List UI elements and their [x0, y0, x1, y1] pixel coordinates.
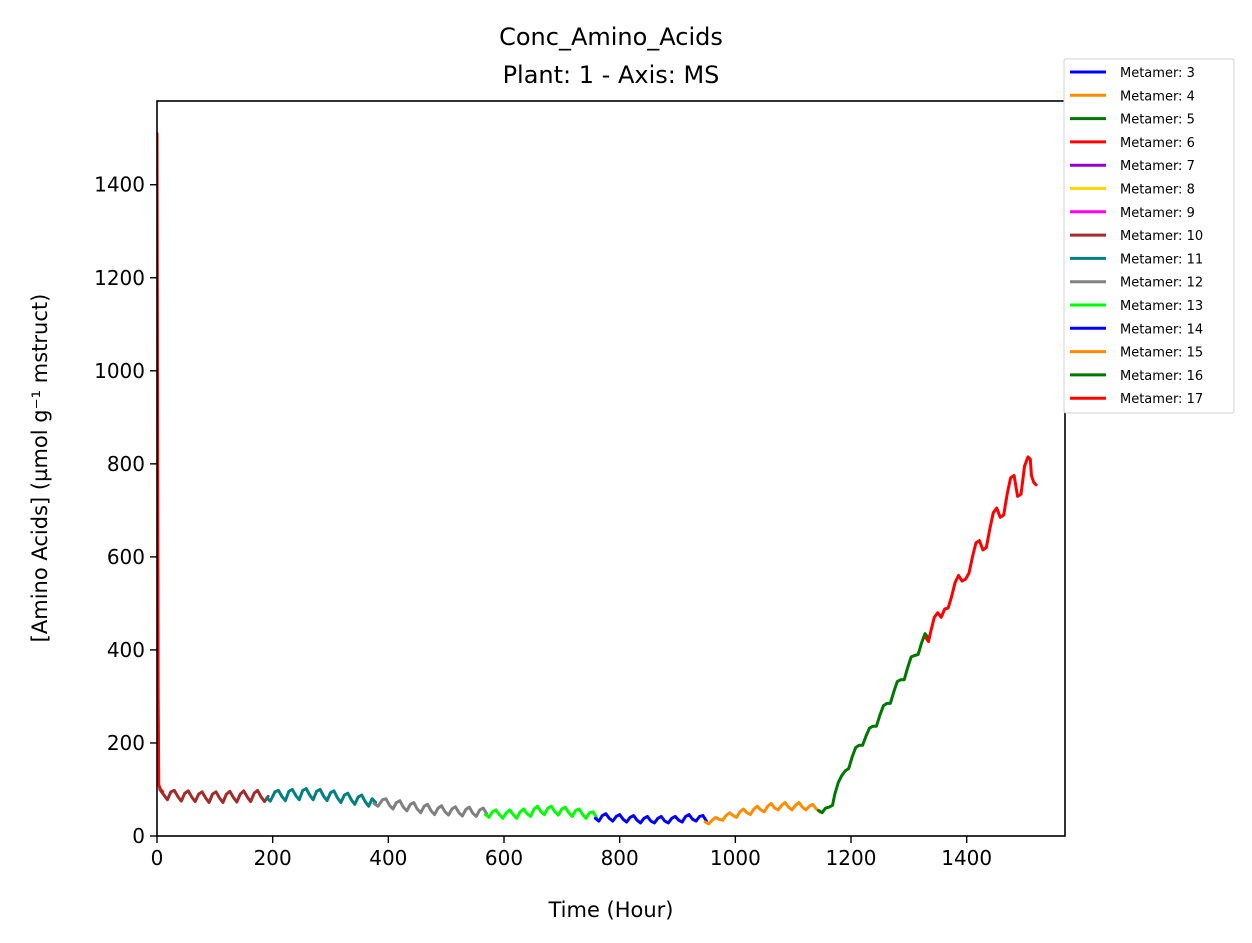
legend: Metamer: 3 Metamer: 4 Metamer: 5 Metamer: 6…	[1063, 58, 1235, 414]
legend-label: Metamer: 16	[1120, 369, 1203, 384]
series-line-metamer-10	[158, 787, 270, 805]
x-tick-label: 1200	[826, 846, 877, 870]
chart-subtitle: Plant: 1 - Axis: MS	[503, 61, 720, 89]
y-tick-label: 0	[132, 824, 145, 848]
x-tick-label: 400	[369, 846, 407, 870]
legend-frame	[1063, 58, 1235, 414]
x-tick-label: 200	[254, 846, 292, 870]
legend-label: Metamer: 8	[1120, 183, 1195, 198]
series-line-metamer-14	[593, 812, 708, 825]
legend-label: Metamer: 17	[1120, 392, 1203, 407]
legend-label: Metamer: 13	[1120, 299, 1203, 314]
series-line-metamer-12	[372, 797, 489, 818]
x-axis-label: Time (Hour)	[547, 898, 673, 922]
legend-label: Metamer: 7	[1120, 159, 1195, 174]
plot-frame	[156, 100, 1066, 837]
legend-label: Metamer: 6	[1120, 136, 1195, 151]
y-tick-label: 600	[107, 545, 145, 569]
y-axis: 0 200 400 600 800 1000 1200 1400	[94, 173, 157, 848]
series-line-metamer-6	[157, 132, 165, 794]
series-line-metamer-11	[265, 787, 378, 808]
legend-label: Metamer: 14	[1120, 322, 1203, 337]
x-tick-label: 1000	[710, 846, 761, 870]
legend-label: Metamer: 10	[1120, 229, 1203, 244]
legend-label: Metamer: 3	[1120, 66, 1195, 81]
series-line-metamer-16	[817, 632, 931, 815]
y-tick-label: 1000	[94, 359, 145, 383]
y-tick-label: 1400	[94, 173, 145, 197]
series-layer	[157, 132, 1038, 826]
x-axis: 0 200 400 600 800 1000 1200 1400	[151, 836, 992, 870]
x-tick-label: 0	[151, 846, 164, 870]
y-tick-label: 400	[107, 638, 145, 662]
legend-label: Metamer: 4	[1120, 89, 1195, 104]
legend-label: Metamer: 5	[1120, 113, 1195, 128]
series-line-metamer-13	[484, 804, 599, 820]
x-tick-label: 800	[601, 846, 639, 870]
x-tick-label: 1400	[941, 846, 992, 870]
y-tick-label: 200	[107, 731, 145, 755]
chart-title: Conc_Amino_Acids	[499, 23, 723, 51]
legend-label: Metamer: 11	[1120, 252, 1203, 267]
series-line-metamer-15	[703, 801, 822, 826]
legend-label: Metamer: 12	[1120, 276, 1203, 291]
y-tick-label: 800	[107, 452, 145, 476]
legend-label: Metamer: 9	[1120, 206, 1195, 221]
legend-label: Metamer: 15	[1120, 346, 1203, 361]
series-line-metamer-17	[924, 455, 1038, 644]
y-tick-label: 1200	[94, 266, 145, 290]
x-tick-label: 600	[485, 846, 523, 870]
y-axis-label: [Amino Acids] (µmol g⁻¹ mstruct)	[28, 294, 52, 643]
